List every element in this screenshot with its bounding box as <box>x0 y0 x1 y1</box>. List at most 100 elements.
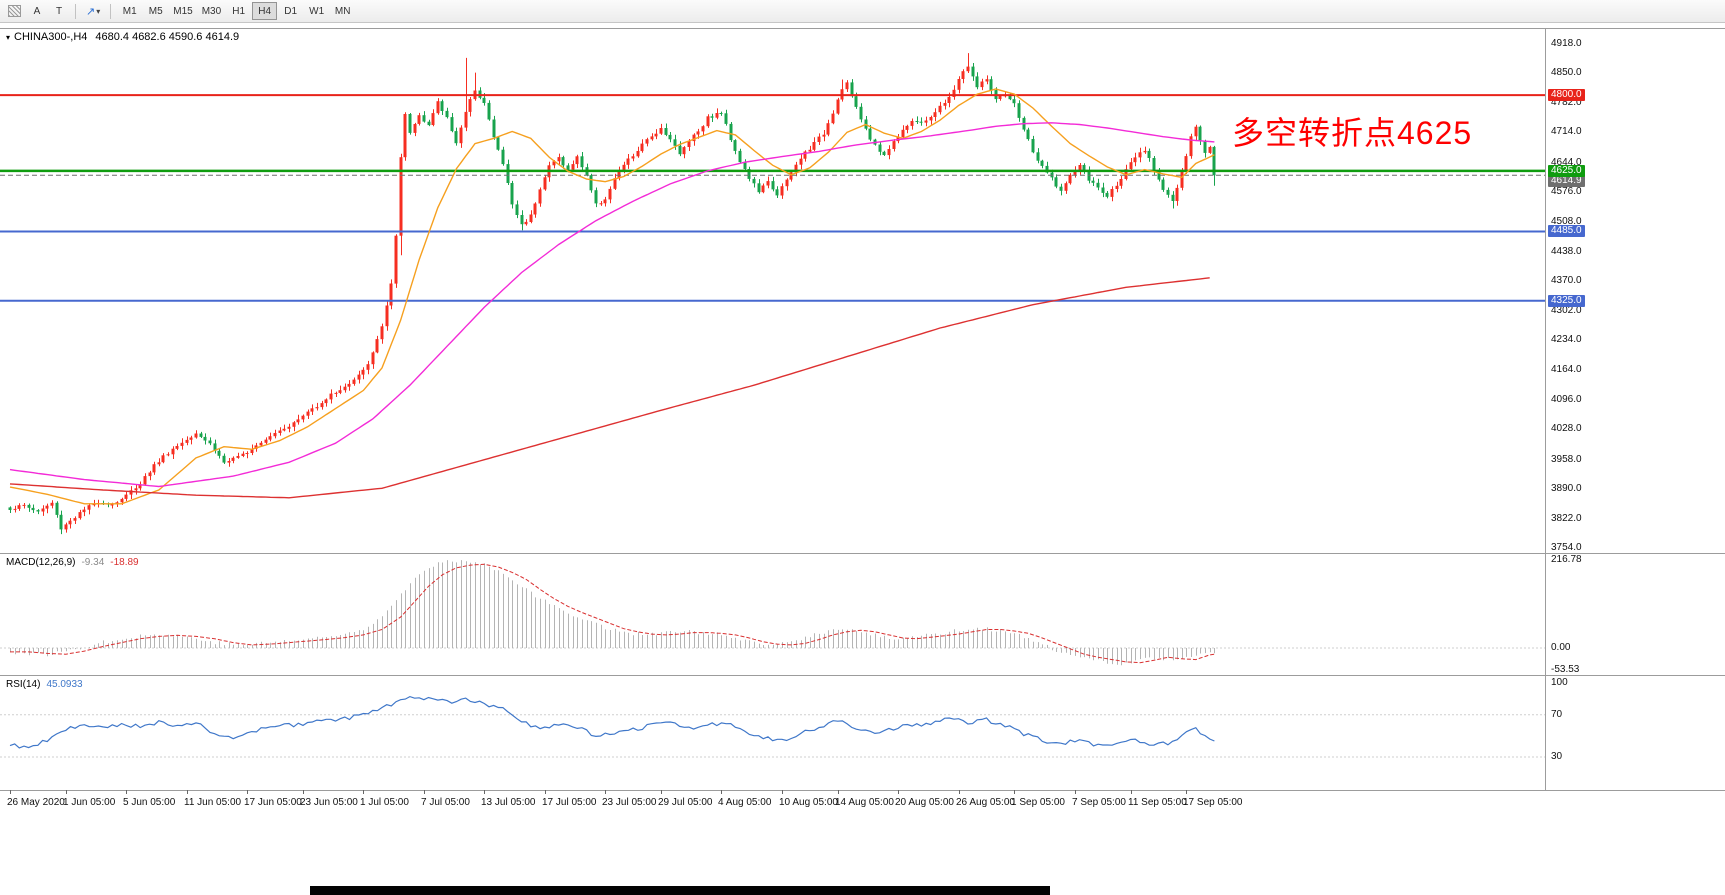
timeframe-m30[interactable]: M30 <box>201 5 222 17</box>
time-axis-label: 14 Aug 05:00 <box>835 797 894 808</box>
time-axis-tick <box>782 790 783 794</box>
macd-name: MACD(12,26,9) <box>6 557 76 568</box>
price-axis-label: 3958.0 <box>1551 454 1582 465</box>
hatch-icon <box>8 5 21 17</box>
time-axis-tick <box>1131 790 1132 794</box>
price-axis[interactable]: 4918.0 4850.0 4782.0 4714.0 4644.0 4576.0 4508… <box>1546 0 1725 812</box>
time-axis-tick <box>10 790 11 794</box>
price-tag: 4800.0 <box>1548 89 1585 101</box>
bottom-black-bar <box>310 886 1050 895</box>
price-axis-label: 4714.0 <box>1551 126 1582 137</box>
time-axis-tick <box>363 790 364 794</box>
price-axis-label: 4028.0 <box>1551 423 1582 434</box>
price-axis-label: 4438.0 <box>1551 246 1582 257</box>
price-axis-label: 4370.0 <box>1551 275 1582 286</box>
time-axis-tick <box>1075 790 1076 794</box>
toolbar-separator <box>75 3 76 19</box>
time-axis-tick <box>247 790 248 794</box>
timeframe-m1[interactable]: M1 <box>122 5 137 17</box>
price-tag: 4614.9 <box>1548 175 1585 187</box>
toolbar-separator <box>110 3 112 19</box>
time-axis-label: 11 Sep 05:00 <box>1128 797 1187 808</box>
lines-tool-button[interactable]: ↗ ▾ <box>82 2 104 20</box>
time-axis-label: 7 Jul 05:00 <box>421 797 470 808</box>
time-axis-tick <box>959 790 960 794</box>
time-axis-label: 26 May 2020 <box>7 797 65 808</box>
ohlc-values: 4680.4 4682.6 4590.6 4614.9 <box>95 31 240 43</box>
timeframe-m15[interactable]: M15 <box>173 5 193 17</box>
price-axis-label: 4782.0 <box>1551 97 1582 108</box>
macd-canvas[interactable] <box>0 554 1545 674</box>
price-axis-label: 3754.0 <box>1551 542 1582 553</box>
time-axis-tick <box>484 790 485 794</box>
time-axis-label: 1 Jul 05:00 <box>360 797 409 808</box>
price-axis-label: 4576.0 <box>1551 186 1582 197</box>
time-axis-label: 1 Sep 05:00 <box>1011 797 1065 808</box>
price-tag: 4325.0 <box>1548 295 1585 307</box>
macd-axis-label: 0.00 <box>1551 642 1571 653</box>
time-axis-tick <box>605 790 606 794</box>
timeframe-h1[interactable]: H1 <box>232 5 246 17</box>
time-axis-tick <box>1014 790 1015 794</box>
symbol-timeframe-text: CHINA300-,H4 <box>14 31 88 43</box>
time-axis-label: 10 Aug 05:00 <box>779 797 838 808</box>
price-axis-label: 4850.0 <box>1551 67 1582 78</box>
rsi-axis-label: 30 <box>1551 751 1563 762</box>
price-axis-label: 4302.0 <box>1551 305 1582 316</box>
timeframe-w1[interactable]: W1 <box>309 5 325 17</box>
time-axis-label: 5 Jun 05:00 <box>123 797 176 808</box>
text-tool-button[interactable]: T <box>55 5 63 17</box>
time-axis-tick <box>1186 790 1187 794</box>
time-axis-tick <box>661 790 662 794</box>
annotation-text: 多空转折点4625 <box>1232 115 1473 151</box>
timeframe-m5[interactable]: M5 <box>148 5 163 17</box>
time-axis-label: 17 Sep 05:00 <box>1183 797 1243 808</box>
time-axis[interactable]: 26 May 2020 1 Jun 05:00 5 Jun 05:00 11 Jun … <box>0 790 1545 812</box>
price-axis-label: 4164.0 <box>1551 364 1582 375</box>
toolbar: A T ↗ ▾ M1 M5 M15 M30 H1 H4 D1 W1 MN <box>0 0 1725 23</box>
symbol-label: ▾ CHINA300-,H4 4680.4 4682.6 4590.6 4614.9 <box>6 31 239 43</box>
time-axis-label: 17 Jul 05:00 <box>542 797 597 808</box>
time-axis-tick <box>66 790 67 794</box>
time-axis-tick <box>126 790 127 794</box>
time-axis-label: 4 Aug 05:00 <box>718 797 772 808</box>
trendline-icon: ↗ <box>86 5 96 18</box>
price-tag: 4485.0 <box>1548 225 1585 237</box>
price-axis-label: 4644.0 <box>1551 157 1582 168</box>
panel-border <box>0 28 1725 29</box>
macd-signal-value: -18.89 <box>110 557 139 568</box>
rsi-canvas[interactable] <box>0 676 1545 789</box>
time-axis-tick <box>838 790 839 794</box>
price-axis-label: 3890.0 <box>1551 483 1582 494</box>
time-axis-label: 23 Jun 05:00 <box>300 797 358 808</box>
price-axis-label: 4096.0 <box>1551 394 1582 405</box>
chart-menu-icon[interactable]: ▾ <box>6 33 11 42</box>
price-tag: 4625.0 <box>1548 165 1585 177</box>
macd-axis-label: 216.78 <box>1551 554 1582 565</box>
price-axis-label: 3822.0 <box>1551 513 1582 524</box>
axis-border <box>1545 28 1546 790</box>
pattern-tool-button[interactable] <box>4 2 25 20</box>
timeframe-group: M1 M5 M15 M30 H1 H4 D1 W1 MN <box>117 2 355 20</box>
macd-main-value: -9.34 <box>81 557 105 568</box>
rsi-value: 45.0933 <box>46 679 83 690</box>
rsi-axis-label: 100 <box>1551 677 1568 688</box>
time-axis-label: 11 Jun 05:00 <box>184 797 242 808</box>
timeframe-h4[interactable]: H4 <box>252 2 278 20</box>
price-axis-label: 4508.0 <box>1551 216 1582 227</box>
main-chart-canvas[interactable] <box>0 29 1545 552</box>
cursor-tool-button[interactable]: A <box>33 5 41 17</box>
macd-label: MACD(12,26,9) -9.34 -18.89 <box>6 557 139 568</box>
rsi-name: RSI(14) <box>6 679 41 690</box>
time-axis-tick <box>187 790 188 794</box>
chevron-down-icon: ▾ <box>96 6 101 16</box>
time-axis-label: 29 Jul 05:00 <box>658 797 713 808</box>
price-axis-label: 4234.0 <box>1551 334 1582 345</box>
time-axis-label: 17 Jun 05:00 <box>244 797 302 808</box>
panel-border <box>0 675 1725 676</box>
price-axis-label: 4918.0 <box>1551 38 1582 49</box>
timeframe-d1[interactable]: D1 <box>284 5 298 17</box>
timeframe-mn[interactable]: MN <box>334 5 351 17</box>
rsi-label: RSI(14) 45.0933 <box>6 679 83 690</box>
